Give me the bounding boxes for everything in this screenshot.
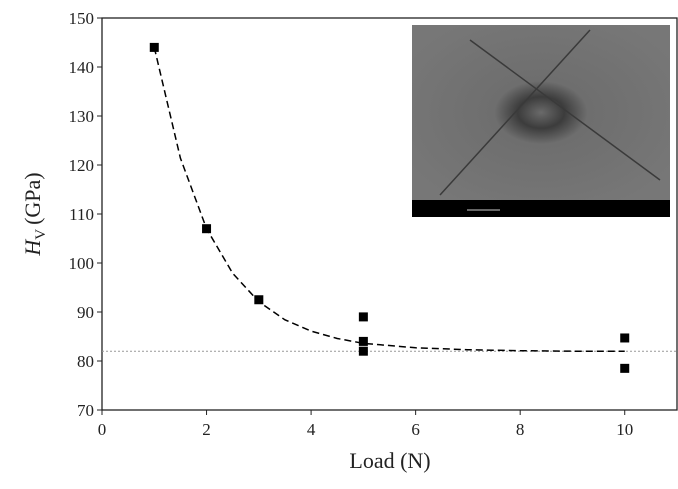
y-label-symbol: H — [20, 239, 45, 257]
x-axis-label: Load (N) — [349, 448, 430, 473]
x-tick-label: 4 — [307, 420, 316, 439]
y-label-unit: (GPa) — [20, 172, 45, 225]
data-point — [620, 363, 630, 373]
y-axis-label: HV (GPa) — [20, 172, 49, 256]
y-tick-label: 90 — [77, 303, 94, 322]
inset-image — [412, 25, 670, 217]
data-point — [358, 346, 368, 356]
fit-curve — [153, 47, 625, 352]
data-point — [358, 312, 368, 322]
x-tick-label: 6 — [411, 420, 420, 439]
y-tick-label: 140 — [69, 58, 95, 77]
y-tick-label: 80 — [77, 352, 94, 371]
y-tick-label: 100 — [69, 254, 95, 273]
y-tick-label: 130 — [69, 107, 95, 126]
x-tick-label: 0 — [98, 420, 107, 439]
data-point — [254, 295, 264, 305]
data-point — [358, 336, 368, 346]
y-tick-label: 110 — [69, 205, 94, 224]
y-tick-label: 70 — [77, 401, 94, 420]
y-label-subscript: V — [33, 229, 49, 240]
x-tick-label: 8 — [516, 420, 525, 439]
y-tick-label: 120 — [69, 156, 95, 175]
x-tick-label: 10 — [616, 420, 633, 439]
y-tick-label: 150 — [69, 9, 95, 28]
data-point — [620, 333, 630, 343]
x-tick-label: 2 — [202, 420, 211, 439]
